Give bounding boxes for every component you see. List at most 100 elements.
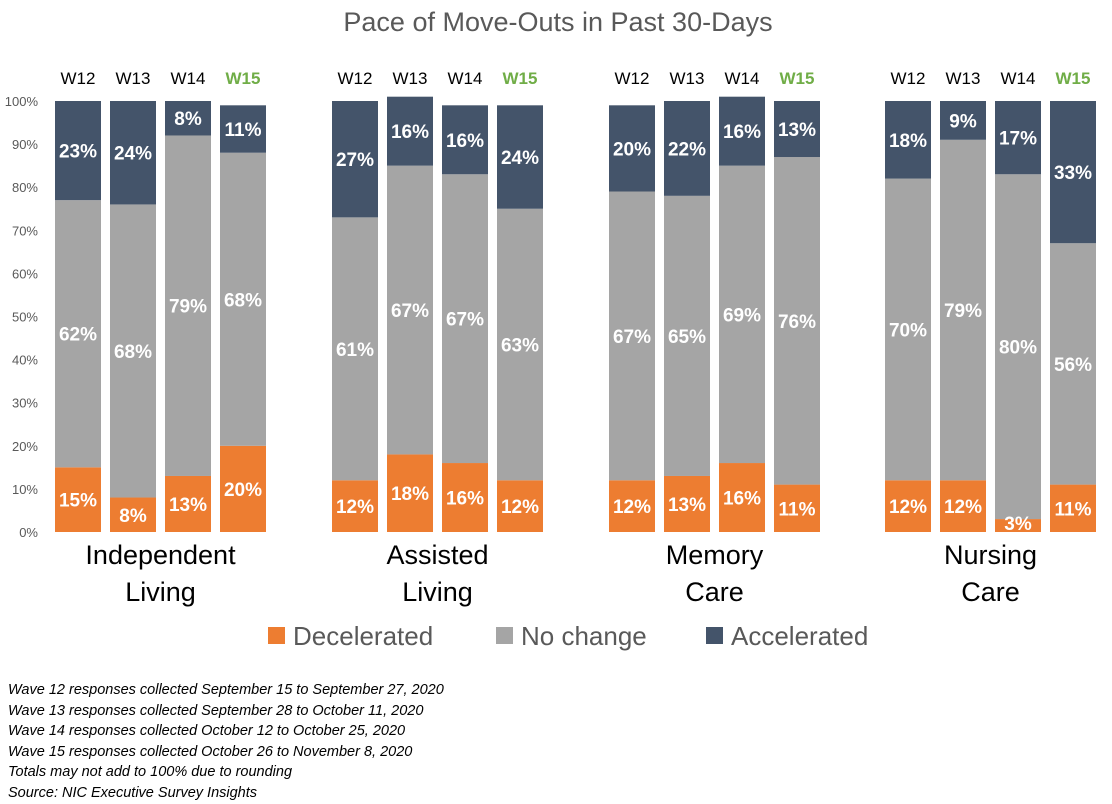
wave-label: W14 — [171, 69, 206, 88]
bar-segment-accelerated — [1050, 101, 1096, 244]
data-label: 67% — [391, 301, 429, 322]
footnote: Source: NIC Executive Survey Insights — [8, 784, 258, 801]
data-label: 13% — [169, 495, 207, 516]
legend-label: Decelerated — [293, 621, 433, 651]
data-label: 11% — [779, 499, 816, 520]
wave-label: W13 — [116, 69, 151, 88]
legend: Decelerated No change Accelerated — [268, 621, 868, 651]
data-label: 68% — [114, 342, 152, 363]
bar-segment-no-change — [719, 165, 765, 464]
bar-segment-decelerated — [110, 497, 156, 532]
wave-label: W14 — [725, 69, 760, 88]
data-label: 13% — [778, 120, 816, 141]
category-label: Living — [402, 577, 473, 607]
category-label: Living — [125, 577, 196, 607]
data-label: 24% — [501, 148, 539, 169]
data-label: 16% — [446, 131, 484, 152]
wave-label: W13 — [393, 69, 428, 88]
y-tick-label: 90% — [12, 137, 38, 152]
y-tick-label: 50% — [12, 310, 38, 325]
wave-label: W15 — [226, 69, 261, 88]
bar-segment-decelerated — [609, 480, 655, 532]
category-labels: Independent Living Assisted Living Memory Car… — [85, 540, 1037, 607]
data-label: 63% — [501, 336, 539, 357]
bar-segment-decelerated — [442, 463, 488, 532]
bar-segment-accelerated — [165, 101, 211, 136]
footnote: Wave 15 responses collected October 26 t… — [8, 743, 413, 760]
bar-segment-decelerated — [774, 484, 820, 532]
bar-segment-accelerated — [442, 105, 488, 175]
data-label: 16% — [446, 489, 484, 510]
data-label: 67% — [613, 327, 651, 348]
data-label: 3% — [1004, 514, 1032, 535]
bar-segment-decelerated — [55, 467, 101, 532]
data-label: 79% — [169, 297, 207, 318]
bar-segment-no-change — [885, 178, 931, 481]
bar-segment-accelerated — [995, 101, 1041, 175]
y-tick-label: 30% — [12, 396, 38, 411]
bar-segment-no-change — [940, 139, 986, 481]
bar-segment-accelerated — [609, 105, 655, 192]
bar-segment-accelerated — [332, 101, 378, 218]
footnote: Wave 12 responses collected September 15… — [8, 682, 444, 698]
footnotes: Wave 12 responses collected September 15… — [8, 680, 444, 803]
data-label: 12% — [336, 497, 374, 518]
bar-segment-accelerated — [497, 105, 543, 209]
data-label: 76% — [778, 312, 816, 333]
data-label: 62% — [59, 325, 97, 346]
category-label: Nursing — [944, 540, 1037, 570]
data-label: 22% — [668, 139, 706, 160]
data-label: 11% — [1055, 499, 1092, 520]
y-tick-label: 40% — [12, 353, 38, 368]
footnote: Totals may not add to 100% due to roundi… — [8, 764, 293, 780]
wave-label: W14 — [1001, 69, 1036, 88]
data-label: 69% — [723, 305, 761, 326]
bar-segment-no-change — [55, 200, 101, 468]
legend-swatch — [496, 627, 513, 644]
y-tick-label: 10% — [12, 482, 38, 497]
bar-segment-accelerated — [940, 101, 986, 140]
bar-segment-accelerated — [719, 96, 765, 166]
data-label: 12% — [944, 497, 982, 518]
bar-segment-decelerated — [664, 475, 710, 532]
wave-label: W13 — [946, 69, 981, 88]
y-tick-label: 0% — [19, 525, 38, 540]
bar-segment-accelerated — [55, 101, 101, 201]
bar-segment-no-change — [497, 208, 543, 481]
bar-segment-no-change — [664, 195, 710, 476]
bar-segment-no-change — [995, 174, 1041, 520]
data-label: 61% — [336, 340, 374, 361]
data-label: 16% — [723, 489, 761, 510]
bar-segment-accelerated — [774, 101, 820, 158]
category-label: Independent — [85, 540, 236, 570]
data-label: 20% — [224, 480, 262, 501]
data-label: 17% — [999, 129, 1037, 150]
data-label: 56% — [1054, 355, 1092, 376]
category-label: Care — [685, 577, 744, 607]
data-label: 12% — [889, 497, 927, 518]
data-label: 13% — [668, 495, 706, 516]
legend-swatch — [706, 627, 723, 644]
wave-label: W14 — [448, 69, 483, 88]
data-label: 12% — [501, 497, 539, 518]
y-tick-label: 100% — [5, 94, 39, 109]
data-label: 65% — [668, 327, 706, 348]
data-label: 27% — [336, 150, 374, 171]
data-label: 20% — [613, 139, 651, 160]
wave-label: W12 — [61, 69, 96, 88]
data-label: 18% — [889, 131, 927, 152]
bar-segment-decelerated — [165, 475, 211, 532]
data-label: 15% — [59, 491, 97, 512]
bar-segment-accelerated — [885, 101, 931, 179]
wave-label: W15 — [1056, 69, 1091, 88]
y-tick-label: 20% — [12, 439, 38, 454]
wave-label: W15 — [503, 69, 538, 88]
footnote: Wave 14 responses collected October 12 t… — [8, 723, 406, 739]
y-tick-label: 70% — [12, 223, 38, 238]
category-label: Care — [961, 577, 1020, 607]
data-label: 16% — [391, 122, 429, 143]
wave-label: W12 — [338, 69, 373, 88]
bar-segment-decelerated — [885, 480, 931, 532]
data-label: 70% — [889, 320, 927, 341]
wave-label: W12 — [615, 69, 650, 88]
